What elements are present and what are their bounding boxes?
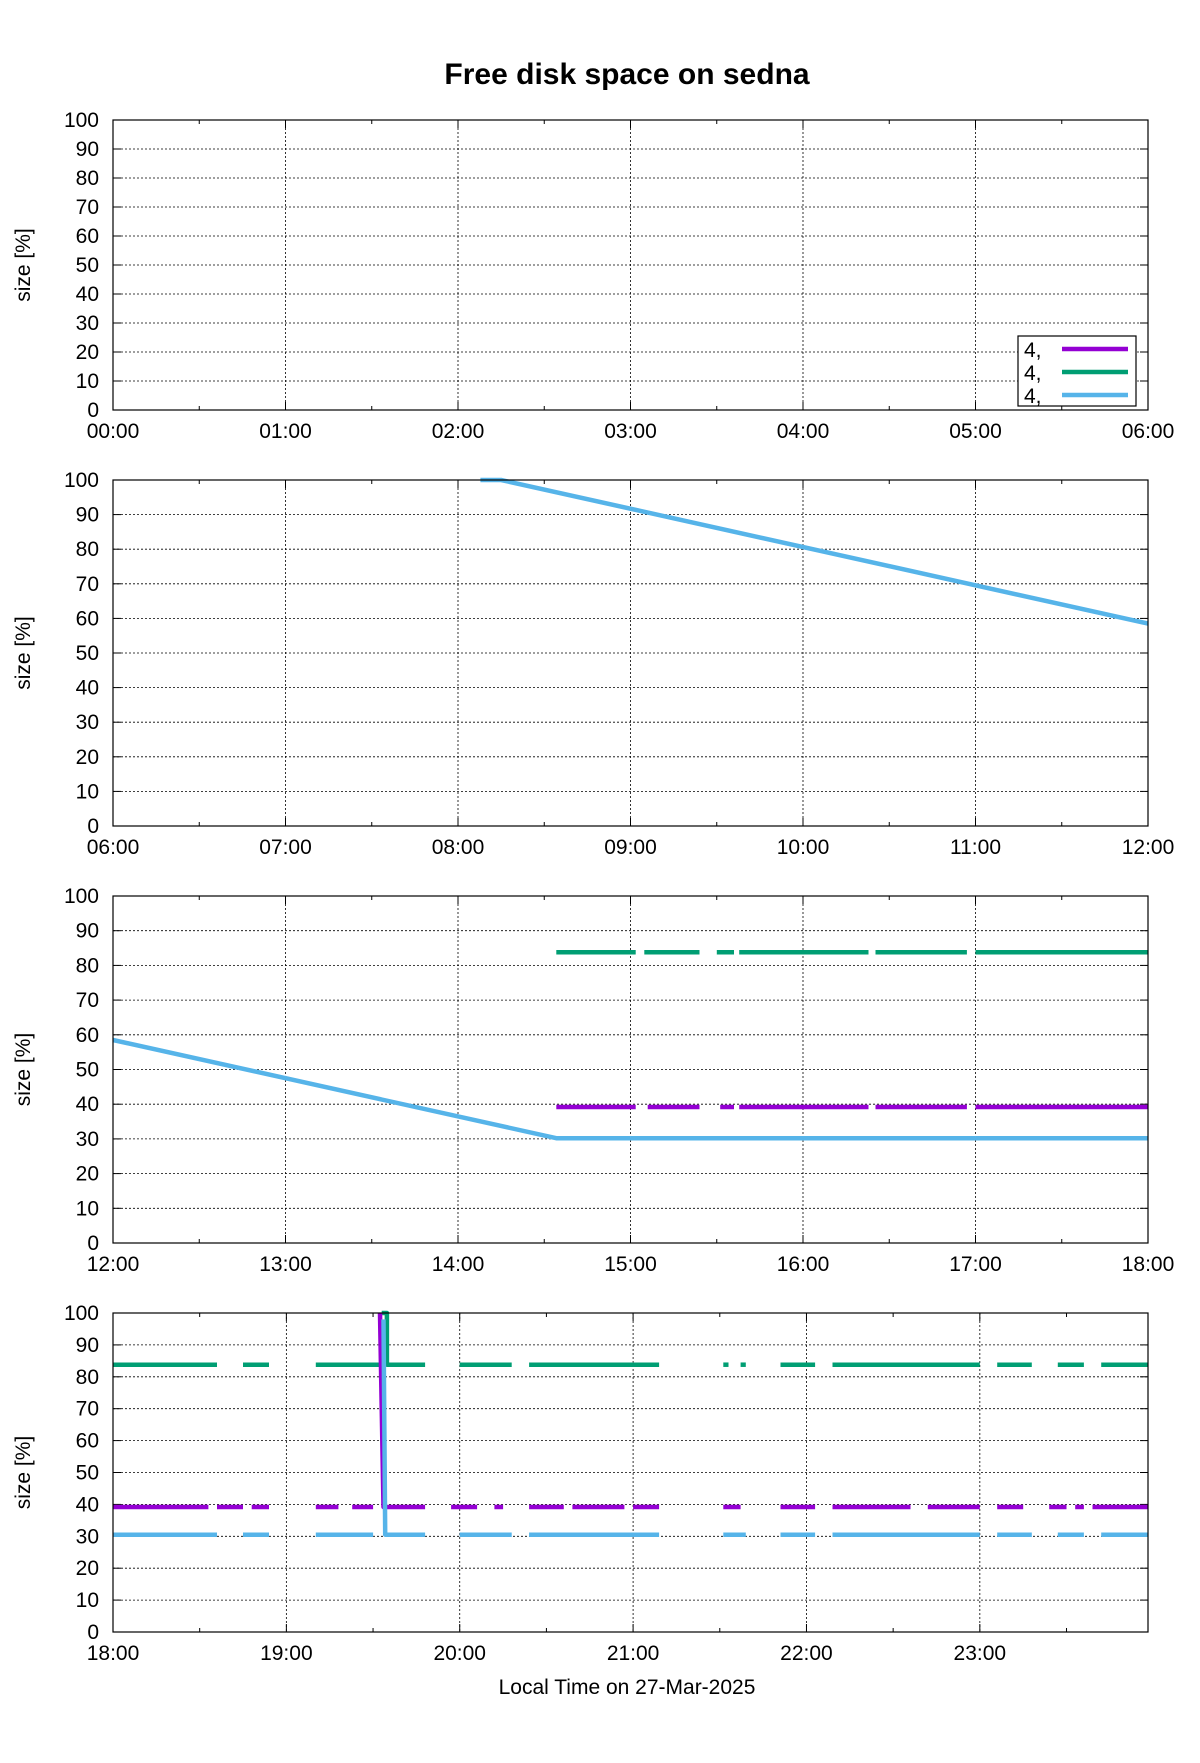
y-tick-label: 90 [76,138,99,161]
legend-label: 4, [1024,362,1042,385]
y-tick-label: 100 [64,1302,99,1325]
y-tick-label: 20 [76,1163,99,1186]
x-tick-label: 18:00 [1122,1253,1175,1276]
x-tick-label: 06:00 [1122,420,1175,443]
y-tick-label: 40 [76,677,99,700]
y-tick-label: 70 [76,989,99,1012]
y-tick-label: 10 [76,370,99,393]
y-tick-label: 0 [87,399,99,422]
y-tick-label: 0 [87,815,99,838]
y-tick-label: 30 [76,1128,99,1151]
y-tick-label: 30 [76,711,99,734]
y-axis-label: size [%] [12,1436,35,1510]
x-tick-label: 11:00 [950,836,1001,859]
y-tick-label: 90 [76,920,99,943]
plot-frame [112,1312,1149,1633]
x-tick-label: 09:00 [604,836,657,859]
y-tick-label: 0 [87,1232,99,1255]
x-tick-label: 03:00 [604,420,657,443]
series-line-segment [112,1037,1148,1141]
y-tick-label: 90 [76,1334,99,1357]
legend: 4,4,4, [1017,335,1137,408]
panel-4: 0 10 20 30 40 50 60 70 80 90 100 18:00 19:00 20:00 21:… [12,1302,1149,1665]
x-tick-label: 20:00 [433,1642,486,1665]
y-tick-label: 50 [76,254,99,277]
y-tick-label: 80 [76,1366,99,1389]
series-line-segment [480,477,1149,626]
y-tick-label: 60 [76,607,99,630]
x-tick-label: 07:00 [259,836,312,859]
x-tick-label: 17:00 [949,1253,1002,1276]
series-line-segment [381,1310,426,1367]
legend-label: 4, [1024,385,1042,408]
x-tick-label: 01:00 [259,420,312,443]
x-tick-label: 13:00 [259,1253,312,1276]
y-tick-label: 10 [76,1589,99,1612]
panel-2: 0 10 20 30 40 50 60 70 80 90 100 06:00 07:00 08:00 09:… [12,469,1174,859]
x-tick-label: 23:00 [954,1642,1007,1665]
y-tick-label: 10 [76,1197,99,1220]
x-tick-label: 05:00 [949,420,1002,443]
y-axis-label: size [%] [12,1033,35,1107]
chart-title: Free disk space on sedna [444,58,809,91]
y-tick-label: 90 [76,504,99,527]
panel-1: 0 10 20 30 40 50 60 70 80 90 100 00:00 01:00 02:00 03:… [12,109,1174,443]
x-tick-label: 04:00 [777,420,830,443]
x-tick-label: 21:00 [607,1642,660,1665]
x-tick-label: 06:00 [87,836,140,859]
x-tick-label: 18:00 [87,1642,140,1665]
plot-frame [112,479,1149,827]
y-tick-label: 70 [76,1398,99,1421]
y-tick-label: 0 [87,1621,99,1644]
x-tick-label: 19:00 [260,1642,313,1665]
plot-frame [112,119,1149,411]
y-tick-label: 30 [76,312,99,335]
y-tick-label: 80 [76,954,99,977]
x-tick-label: 15:00 [604,1253,657,1276]
y-tick-label: 100 [64,885,99,908]
x-tick-label: 00:00 [87,420,140,443]
x-tick-label: 12:00 [87,1253,140,1276]
y-tick-label: 50 [76,1059,99,1082]
x-tick-label: 08:00 [432,836,485,859]
y-tick-label: 50 [76,1462,99,1485]
y-tick-label: 10 [76,780,99,803]
y-tick-label: 50 [76,642,99,665]
y-tick-label: 100 [64,109,99,132]
y-tick-label: 80 [76,538,99,561]
panel-3: 0 10 20 30 40 50 60 70 80 90 100 12:00 13:00 14:00 15:… [12,885,1174,1276]
y-tick-label: 30 [76,1525,99,1548]
legend-label: 4, [1024,339,1042,362]
x-tick-label: 22:00 [780,1642,833,1665]
y-tick-label: 40 [76,283,99,306]
y-tick-label: 60 [76,1024,99,1047]
y-tick-label: 20 [76,341,99,364]
x-axis-label: Local Time on 27-Mar-2025 [499,1676,756,1699]
y-tick-label: 60 [76,1430,99,1453]
plot-frame [112,895,1149,1244]
x-tick-label: 12:00 [1122,836,1175,859]
x-tick-label: 14:00 [432,1253,485,1276]
y-axis-label: size [%] [12,228,35,302]
y-tick-label: 80 [76,167,99,190]
y-tick-label: 40 [76,1093,99,1116]
y-tick-label: 40 [76,1493,99,1516]
x-tick-label: 16:00 [777,1253,830,1276]
y-tick-label: 20 [76,746,99,769]
y-tick-label: 60 [76,225,99,248]
y-tick-label: 20 [76,1557,99,1580]
y-tick-label: 70 [76,196,99,219]
y-tick-label: 100 [64,469,99,492]
series-line-segment [381,1319,426,1537]
x-tick-label: 02:00 [432,420,485,443]
y-tick-label: 70 [76,573,99,596]
x-tick-label: 10:00 [777,836,830,859]
y-axis-label: size [%] [12,616,35,690]
